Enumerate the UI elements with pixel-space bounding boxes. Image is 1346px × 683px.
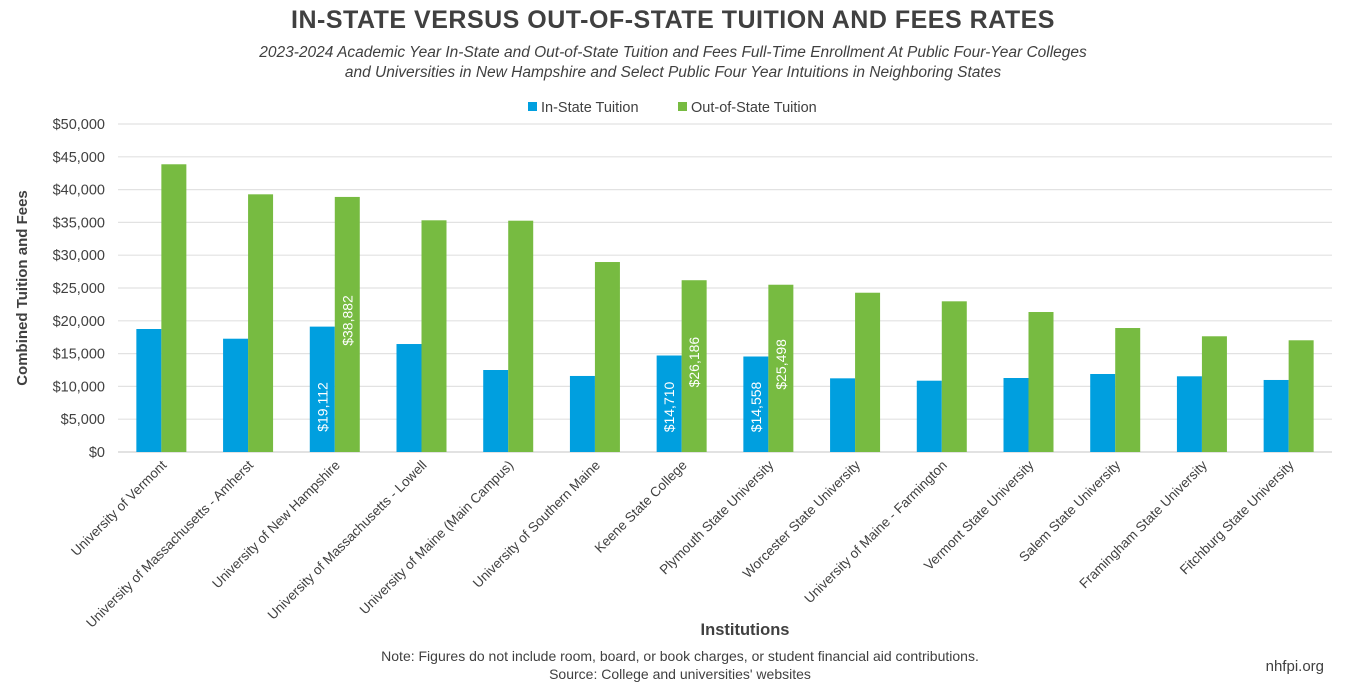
- in-state-bar: [830, 378, 856, 452]
- data-label: $25,498: [773, 339, 789, 390]
- y-tick-label: $40,000: [53, 183, 105, 199]
- y-tick-label: $35,000: [53, 215, 105, 231]
- out-of-state-bar: [421, 220, 447, 452]
- y-tick-label: $5,000: [61, 412, 105, 428]
- in-state-bar: [916, 380, 942, 452]
- out-of-state-bar: [855, 292, 881, 452]
- data-label: $14,710: [661, 381, 677, 432]
- chart-note: Note: Figures do not include room, board…: [0, 647, 1346, 683]
- x-tick-label: University of Maine - Farmington: [801, 458, 950, 607]
- out-of-state-bar: [248, 194, 274, 453]
- data-label: $38,882: [339, 295, 355, 346]
- data-label: $19,112: [314, 382, 330, 432]
- chart-title: IN-STATE VERSUS OUT-OF-STATE TUITION AND…: [291, 6, 1055, 34]
- out-of-state-bar: [594, 262, 620, 452]
- x-tick-label: University of Maine (Main Campus): [357, 458, 517, 618]
- legend-label: In-State Tuition: [541, 100, 639, 116]
- x-axis-title: Institutions: [701, 621, 790, 639]
- out-of-state-bar: [1028, 312, 1054, 452]
- in-state-bar: [483, 370, 509, 452]
- x-tick-label: Keene State College: [592, 458, 690, 556]
- subtitle-line-2: and Universities in New Hampshire and Se…: [344, 64, 1002, 81]
- y-tick-label: $10,000: [53, 379, 105, 395]
- data-label: $14,558: [748, 381, 764, 432]
- note-line: Note: Figures do not include room, board…: [381, 648, 979, 664]
- out-of-state-bar: [681, 280, 707, 452]
- chart-subtitle: 2023-2024 Academic Year In-State and Out…: [0, 43, 1346, 83]
- in-state-bar: [136, 329, 162, 452]
- in-state-bar: [1003, 378, 1029, 452]
- out-of-state-bar: [1288, 340, 1314, 452]
- brand-label: nhfpi.org: [1265, 658, 1324, 675]
- y-tick-label: $0: [89, 445, 105, 461]
- x-tick-label: University of Vermont: [68, 457, 170, 559]
- in-state-bar: [223, 338, 249, 452]
- in-state-bar: [1176, 376, 1202, 452]
- y-tick-label: $45,000: [53, 150, 105, 166]
- legend-swatch-out-of-state: [678, 102, 687, 111]
- in-state-bar: [743, 356, 769, 452]
- y-tick-label: $25,000: [53, 281, 105, 297]
- out-of-state-bar: [508, 220, 534, 452]
- data-label: $26,186: [686, 337, 702, 388]
- y-tick-label: $20,000: [53, 314, 105, 330]
- in-state-bar: [1263, 379, 1289, 452]
- x-tick-label: University of Massachusetts - Amherst: [83, 457, 256, 630]
- y-tick-label: $50,000: [53, 117, 105, 133]
- subtitle-line-1: 2023-2024 Academic Year In-State and Out…: [259, 44, 1087, 61]
- out-of-state-bar: [1201, 336, 1227, 452]
- legend-swatch-in-state: [528, 102, 537, 111]
- out-of-state-bar: [334, 196, 360, 452]
- out-of-state-bar: [768, 284, 794, 452]
- y-tick-label: $30,000: [53, 248, 105, 264]
- source-line: Source: College and universities' websit…: [549, 666, 811, 682]
- in-state-bar: [656, 355, 682, 452]
- legend-label: Out-of-State Tuition: [691, 100, 817, 116]
- in-state-bar: [1090, 374, 1116, 452]
- y-axis-title: Combined Tuition and Fees: [14, 190, 31, 386]
- in-state-bar: [396, 344, 422, 452]
- in-state-bar: [569, 375, 595, 452]
- out-of-state-bar: [1115, 328, 1141, 452]
- out-of-state-bar: [941, 301, 967, 452]
- y-tick-label: $15,000: [53, 347, 105, 363]
- x-tick-label: University of Massachusetts - Lowell: [265, 458, 430, 623]
- in-state-bar: [309, 326, 335, 452]
- out-of-state-bar: [161, 164, 187, 453]
